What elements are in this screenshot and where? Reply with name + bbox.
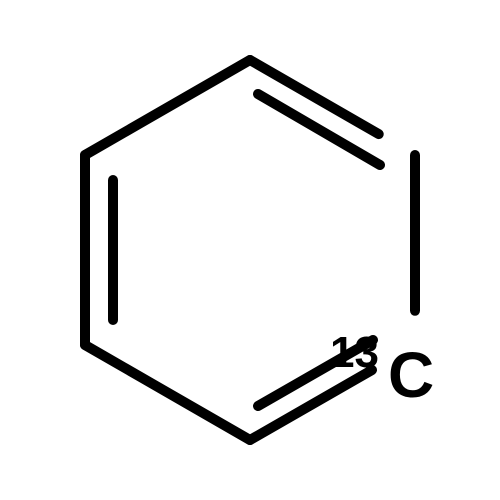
isotope-superscript: 13: [330, 328, 379, 378]
molecule-diagram: [0, 0, 500, 500]
element-symbol: C: [388, 339, 434, 411]
carbon-atom-label: 13 C: [388, 338, 434, 412]
